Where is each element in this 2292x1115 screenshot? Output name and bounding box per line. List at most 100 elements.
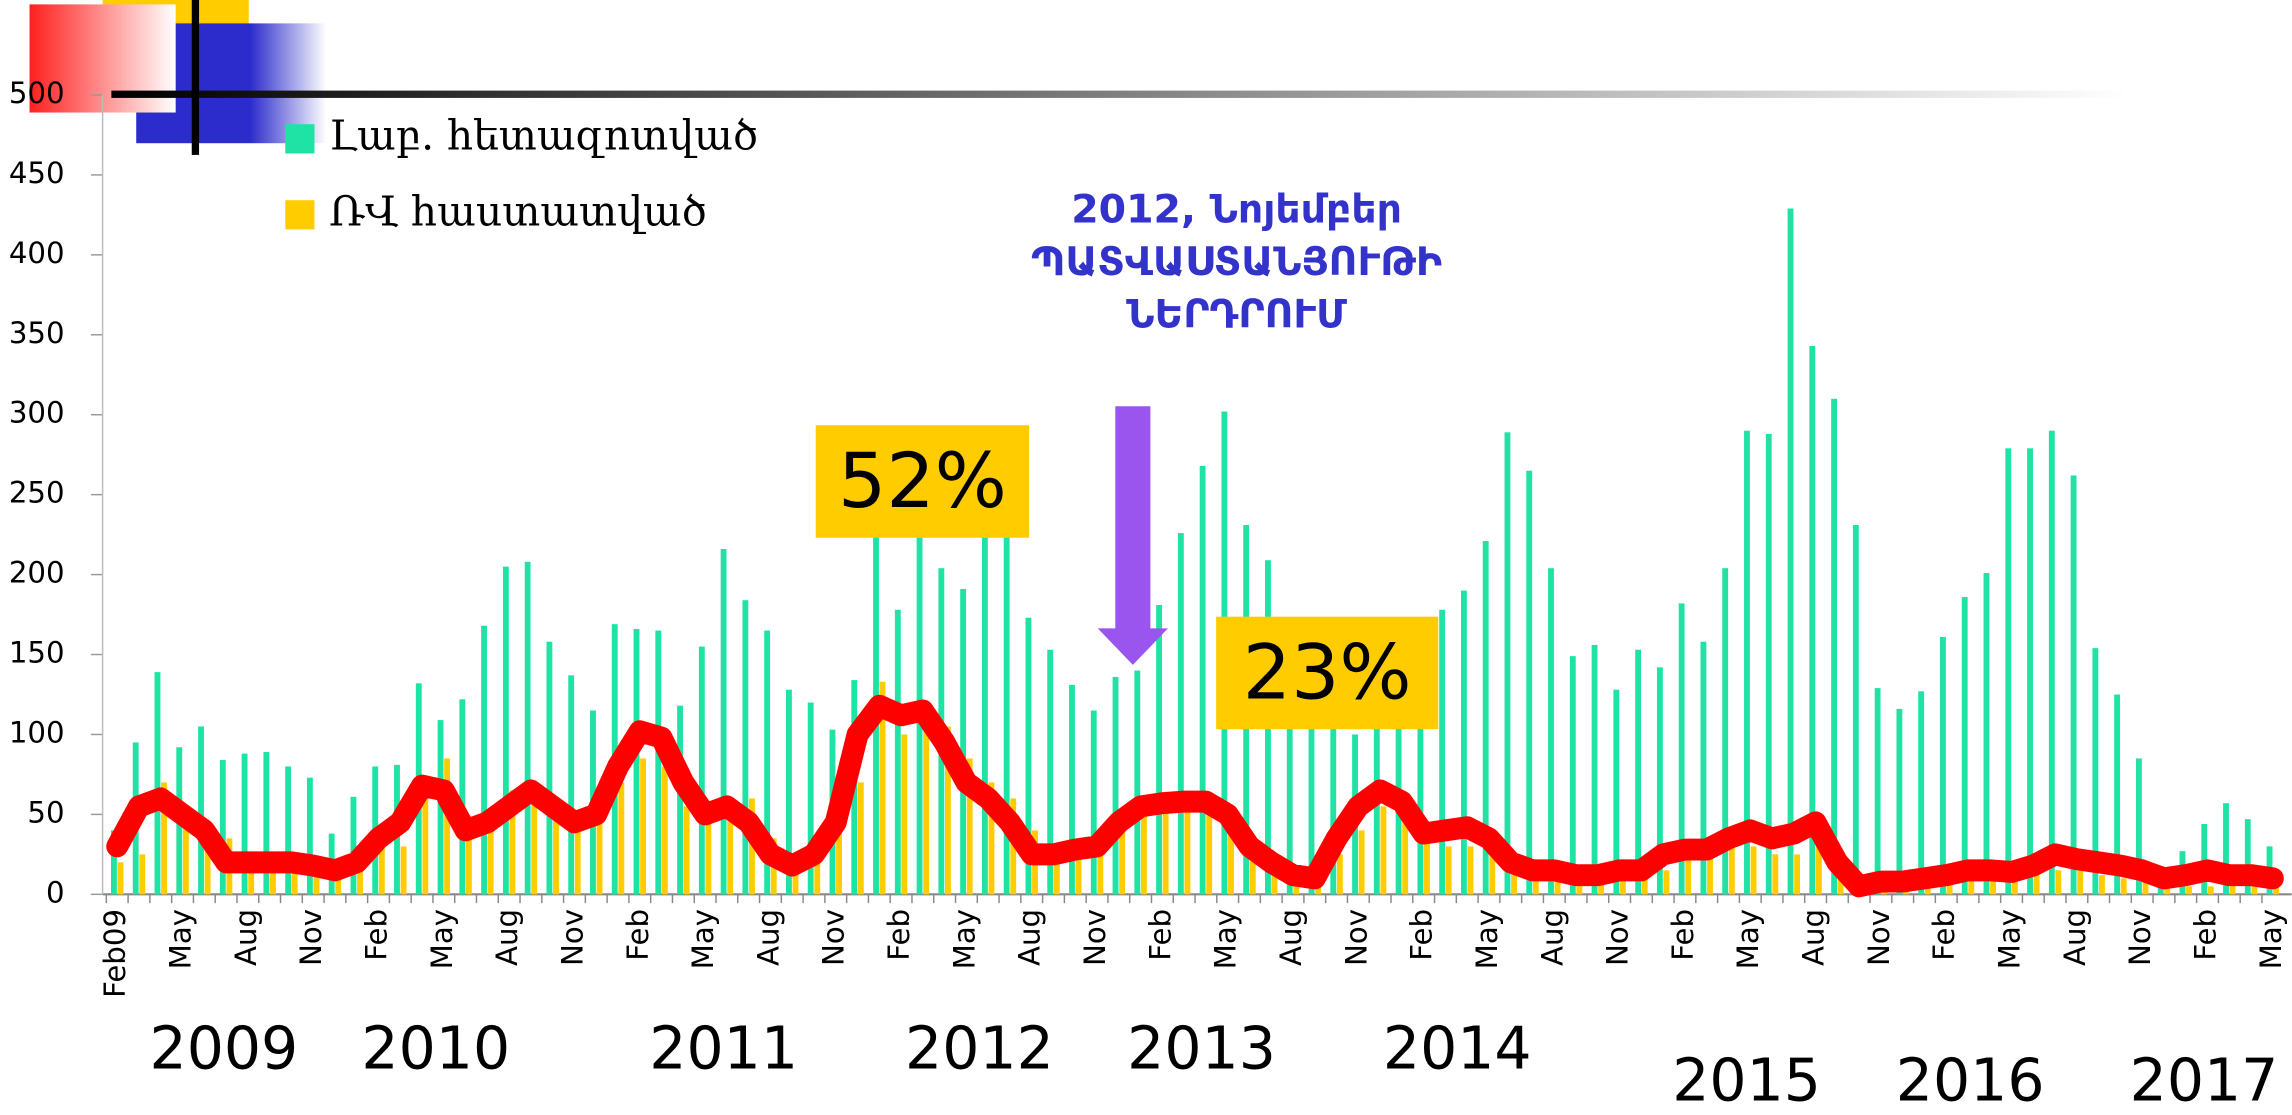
bar <box>1460 590 1467 895</box>
bar <box>2005 448 2012 895</box>
bar <box>1787 208 1794 895</box>
y-tick-label: 450 <box>9 156 65 190</box>
bar <box>1554 875 1561 895</box>
bar <box>1047 649 1054 895</box>
bar <box>720 549 727 895</box>
bar <box>2077 870 2084 895</box>
bar <box>764 630 771 895</box>
bar <box>1003 526 1010 895</box>
bar <box>487 814 494 895</box>
bar <box>1380 806 1387 895</box>
x-tick-label: Aug <box>229 909 263 966</box>
x-tick-label: Nov <box>1601 909 1635 966</box>
bar <box>1772 854 1779 895</box>
bar <box>263 752 270 895</box>
bar <box>2229 881 2236 895</box>
bar <box>1815 838 1822 895</box>
bar <box>683 806 690 895</box>
bar <box>1184 801 1191 895</box>
bar <box>1199 465 1206 895</box>
bar <box>1308 702 1315 895</box>
bar <box>2244 819 2251 895</box>
bar <box>444 758 451 895</box>
bar <box>960 588 967 895</box>
x-tick-label: Feb <box>1927 909 1961 961</box>
bar <box>204 822 211 895</box>
bar <box>1206 798 1213 895</box>
bar <box>546 641 553 895</box>
bar <box>1750 846 1757 895</box>
x-tick-label: Feb <box>360 909 394 961</box>
year-label: 2011 <box>649 1014 798 1082</box>
bar <box>1918 691 1925 895</box>
x-tick-label: Aug <box>1274 909 1308 966</box>
bar <box>618 782 625 895</box>
bar <box>807 702 814 895</box>
bar <box>1809 345 1816 895</box>
bar <box>2273 886 2280 895</box>
x-tick-label: Nov <box>1862 909 1896 966</box>
bar <box>1336 854 1343 895</box>
bar <box>1678 603 1685 895</box>
x-tick-label: Aug <box>1013 909 1047 966</box>
y-tick-label: 100 <box>9 715 65 749</box>
bar <box>1744 430 1750 895</box>
bar <box>1619 878 1626 895</box>
x-tick-label: Feb <box>621 909 655 961</box>
bar <box>248 870 255 895</box>
y-tick-label: 50 <box>27 795 64 829</box>
bar <box>1961 596 1968 895</box>
bar <box>1700 641 1707 895</box>
bar <box>944 726 951 895</box>
bar <box>1330 718 1337 895</box>
legend-label: Լաբ. հետազոտված <box>329 111 758 159</box>
bar <box>1162 806 1169 895</box>
bar <box>1707 854 1713 895</box>
bar <box>661 766 668 895</box>
bar <box>481 625 488 895</box>
bar <box>655 630 662 895</box>
bar <box>2114 694 2121 895</box>
bar <box>742 600 749 895</box>
bar <box>1156 604 1163 895</box>
decoration <box>29 0 2129 155</box>
bar <box>2055 870 2062 895</box>
bar <box>378 846 385 895</box>
bar <box>524 561 531 895</box>
bar <box>1504 432 1511 895</box>
bar <box>357 862 363 895</box>
year-label: 2017 <box>2130 1046 2279 1114</box>
x-tick-label: Aug <box>1535 909 1569 966</box>
bar <box>1271 862 1278 895</box>
year-label: 2010 <box>361 1014 510 1082</box>
bar <box>857 782 864 895</box>
bar <box>705 822 712 895</box>
bar <box>1112 676 1119 895</box>
bar <box>879 681 886 895</box>
x-tick-label: Nov <box>1339 909 1373 966</box>
x-tick-label: May <box>2254 909 2288 969</box>
bar <box>291 870 298 895</box>
year-label: 2015 <box>1672 1046 1821 1114</box>
y-tick-label: 400 <box>9 236 65 270</box>
legend-swatch <box>285 200 315 230</box>
bar <box>531 798 538 895</box>
bar <box>1940 636 1946 895</box>
label-box-text: 52% <box>838 436 1007 525</box>
bar <box>698 646 705 895</box>
bar <box>1097 846 1104 895</box>
bar <box>459 699 466 895</box>
bar <box>1134 670 1141 895</box>
bar <box>1548 568 1554 895</box>
bar <box>270 865 276 895</box>
bar <box>1053 846 1060 895</box>
bar <box>1641 875 1648 895</box>
x-tick-label: May <box>164 909 198 969</box>
bar <box>2164 886 2171 895</box>
label-box <box>1216 616 1439 730</box>
bar <box>1025 617 1032 895</box>
year-label: 2009 <box>150 1014 299 1082</box>
bar <box>2011 875 2018 895</box>
bar <box>2070 475 2077 895</box>
y-tick-label: 350 <box>9 316 65 350</box>
